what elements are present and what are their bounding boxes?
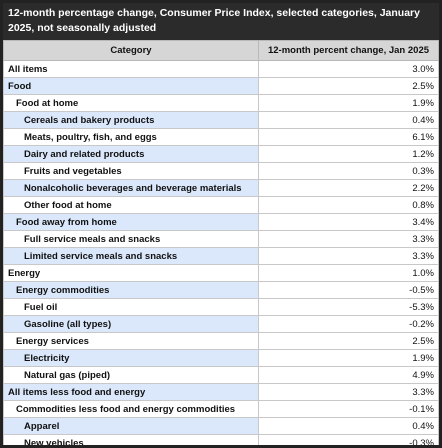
table-row: Cereals and bakery products 0.4% <box>3 111 439 129</box>
table-title: 12-month percentage change, Consumer Pri… <box>3 3 439 40</box>
percent-change-cell: 3.4% <box>258 213 439 231</box>
percent-change-cell: -0.3% <box>258 434 439 445</box>
table-row: All items less food and energy 3.3% <box>3 383 439 401</box>
table-row: Energy 1.0% <box>3 264 439 282</box>
table-row: Limited service meals and snacks 3.3% <box>3 247 439 265</box>
percent-change-cell: 1.0% <box>258 264 439 282</box>
category-cell: Cereals and bakery products <box>3 111 259 129</box>
percent-change-cell: 6.1% <box>258 128 439 146</box>
percent-change-cell: 0.8% <box>258 196 439 214</box>
table-row: Apparel 0.4% <box>3 417 439 435</box>
percent-change-cell: 3.0% <box>258 60 439 78</box>
category-cell: All items <box>3 60 259 78</box>
percent-change-cell: 1.9% <box>258 94 439 112</box>
table-row: Fruits and vegetables 0.3% <box>3 162 439 180</box>
percent-change-cell: 0.4% <box>258 111 439 129</box>
percent-change-cell: 2.5% <box>258 77 439 95</box>
table-row: Energy services 2.5% <box>3 332 439 350</box>
category-cell: Energy services <box>3 332 259 350</box>
percent-change-cell: 0.3% <box>258 162 439 180</box>
percent-change-cell: -0.5% <box>258 281 439 299</box>
table-row: Full service meals and snacks 3.3% <box>3 230 439 248</box>
category-cell: New vehicles <box>3 434 259 445</box>
column-header-category: Category <box>3 40 259 61</box>
table-row: Fuel oil -5.3% <box>3 298 439 316</box>
category-cell: Apparel <box>3 417 259 435</box>
category-cell: Food at home <box>3 94 259 112</box>
table-row: Commodities less food and energy commodi… <box>3 400 439 418</box>
table-row: New vehicles -0.3% <box>3 434 439 445</box>
category-cell: Meats, poultry, fish, and eggs <box>3 128 259 146</box>
percent-change-cell: 0.4% <box>258 417 439 435</box>
percent-change-cell: 1.2% <box>258 145 439 163</box>
category-cell: Commodities less food and energy commodi… <box>3 400 259 418</box>
percent-change-cell: -0.1% <box>258 400 439 418</box>
category-cell: All items less food and energy <box>3 383 259 401</box>
table-row: Energy commodities -0.5% <box>3 281 439 299</box>
table-row: Meats, poultry, fish, and eggs 6.1% <box>3 128 439 146</box>
table-row: Gasoline (all types) -0.2% <box>3 315 439 333</box>
table-row: Electricity 1.9% <box>3 349 439 367</box>
category-cell: Limited service meals and snacks <box>3 247 259 265</box>
table-row: All items 3.0% <box>3 60 439 78</box>
table-row: Other food at home 0.8% <box>3 196 439 214</box>
table-row: Food 2.5% <box>3 77 439 95</box>
percent-change-cell: 3.3% <box>258 383 439 401</box>
header-row: Category 12-month percent change, Jan 20… <box>3 40 439 61</box>
table-row: Food away from home 3.4% <box>3 213 439 231</box>
table-row: Dairy and related products 1.2% <box>3 145 439 163</box>
percent-change-cell: -5.3% <box>258 298 439 316</box>
category-cell: Food <box>3 77 259 95</box>
percent-change-cell: 1.9% <box>258 349 439 367</box>
category-cell: Gasoline (all types) <box>3 315 259 333</box>
column-header-percent-change: 12-month percent change, Jan 2025 <box>258 40 439 61</box>
percent-change-cell: 3.3% <box>258 230 439 248</box>
table-body: All items 3.0% Food 2.5% Food at home 1.9% Cer… <box>3 60 439 445</box>
percent-change-cell: 4.9% <box>258 366 439 384</box>
category-cell: Full service meals and snacks <box>3 230 259 248</box>
table-row: Nonalcoholic beverages and beverage mate… <box>3 179 439 197</box>
table-row: Natural gas (piped) 4.9% <box>3 366 439 384</box>
percent-change-cell: 2.5% <box>258 332 439 350</box>
category-cell: Energy <box>3 264 259 282</box>
percent-change-cell: -0.2% <box>258 315 439 333</box>
category-cell: Electricity <box>3 349 259 367</box>
cpi-table: Category 12-month percent change, Jan 20… <box>3 40 439 445</box>
category-cell: Fuel oil <box>3 298 259 316</box>
category-cell: Dairy and related products <box>3 145 259 163</box>
percent-change-cell: 3.3% <box>258 247 439 265</box>
category-cell: Energy commodities <box>3 281 259 299</box>
table-row: Food at home 1.9% <box>3 94 439 112</box>
category-cell: Food away from home <box>3 213 259 231</box>
category-cell: Nonalcoholic beverages and beverage mate… <box>3 179 259 197</box>
category-cell: Natural gas (piped) <box>3 366 259 384</box>
percent-change-cell: 2.2% <box>258 179 439 197</box>
category-cell: Fruits and vegetables <box>3 162 259 180</box>
category-cell: Other food at home <box>3 196 259 214</box>
